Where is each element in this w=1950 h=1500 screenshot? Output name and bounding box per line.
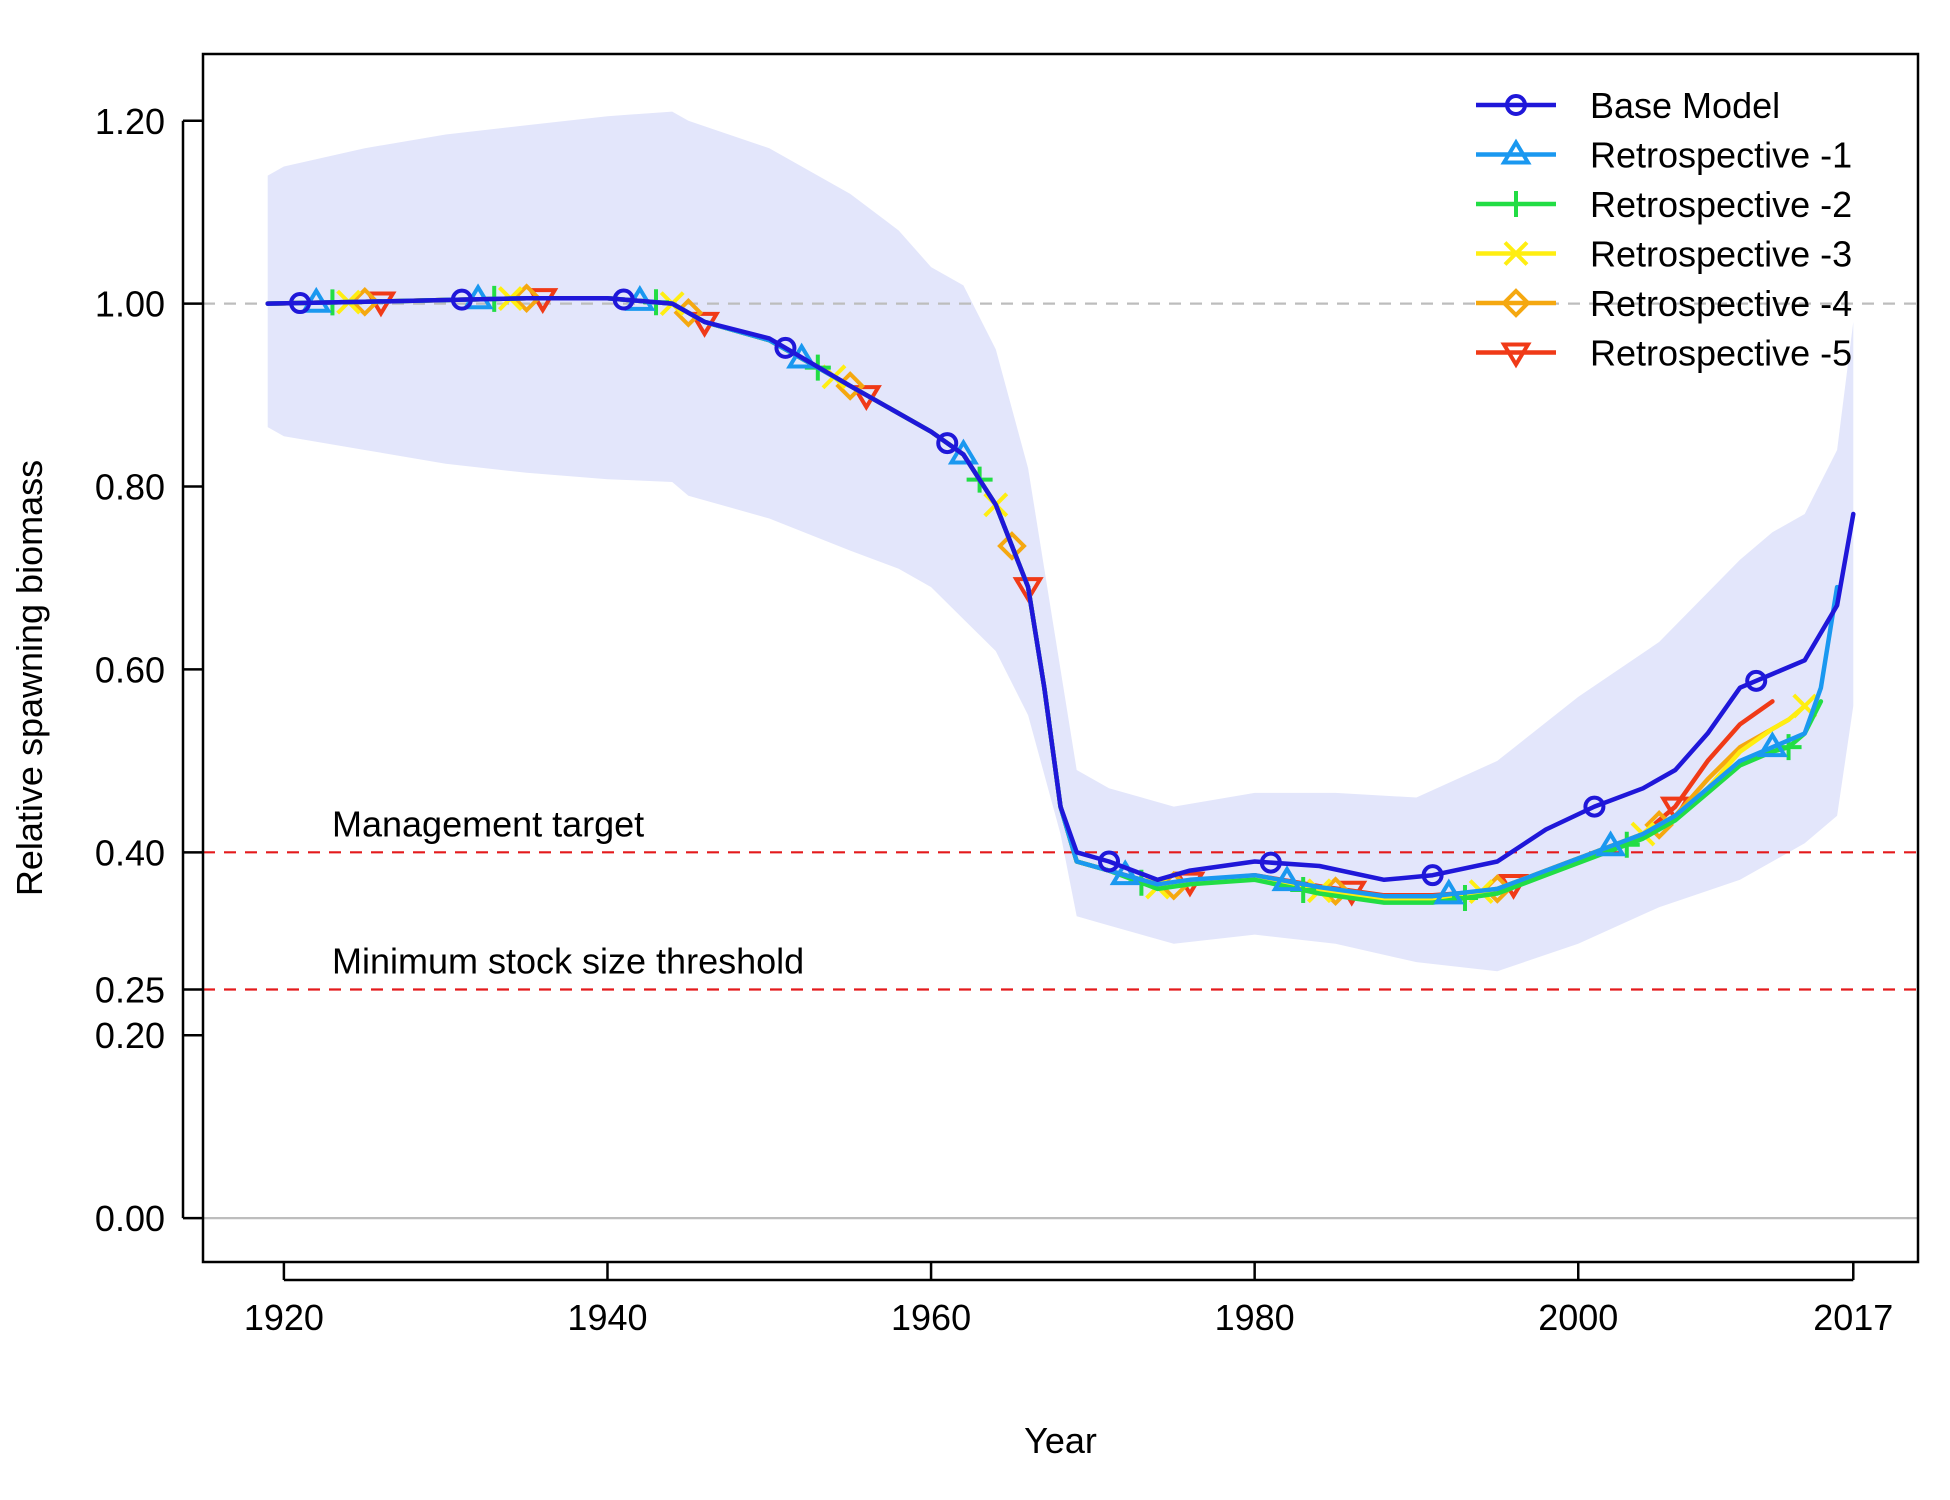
series-0-point-1 — [450, 288, 473, 311]
y-tick-label-0: 0.00 — [95, 1198, 165, 1239]
reference-lines: Management target Minimum stock size thre… — [203, 302, 1918, 1220]
series-0-point-2 — [612, 288, 635, 311]
legend-marker-1 — [1500, 138, 1532, 165]
series-layer — [265, 283, 1856, 912]
x-tick-label-4: 2000 — [1538, 1297, 1618, 1338]
legend-label-3: Retrospective -3 — [1590, 234, 1852, 275]
x-tick-label-2: 1960 — [891, 1297, 971, 1338]
legend-label-2: Retrospective -2 — [1590, 184, 1852, 225]
series-3-point-6 — [1306, 878, 1332, 904]
y-tick-label-1: 0.20 — [95, 1015, 165, 1056]
legend-label-1: Retrospective -1 — [1590, 135, 1852, 176]
legend-marker-0 — [1505, 94, 1527, 116]
x-tick-label-0: 1920 — [244, 1297, 324, 1338]
series-0-point-0 — [289, 292, 312, 315]
legend-item-0: Base Model — [1476, 85, 1780, 126]
legend-item-5: Retrospective -5 — [1476, 333, 1852, 374]
legend-marker-4 — [1501, 288, 1531, 318]
legend-item-3: Retrospective -3 — [1476, 234, 1852, 275]
reference-label-2: Minimum stock size threshold — [332, 940, 804, 981]
x-tick-label-3: 1980 — [1215, 1297, 1295, 1338]
reference-label-1: Management target — [332, 803, 644, 844]
series-0-point-5 — [1098, 850, 1121, 873]
series-1-point-8 — [1595, 830, 1627, 857]
series-0 — [265, 288, 1856, 887]
series-0-point-3 — [774, 336, 797, 359]
series-0-point-6 — [1259, 851, 1282, 874]
series-0-point-9 — [1745, 669, 1768, 692]
plot-frame — [201, 52, 1920, 1264]
series-4-point-0 — [349, 286, 380, 317]
legend: Base Model Retrospective -1 Retrospective … — [1476, 85, 1852, 374]
x-axis-title: Year — [1024, 1420, 1097, 1461]
confidence-band — [267, 111, 1854, 972]
y-axis: 0.00 0.20 0.25 0.40 0.60 0.80 1.00 1.20 — [95, 101, 203, 1239]
legend-label-4: Retrospective -4 — [1590, 283, 1852, 324]
y-tick-label-4: 0.60 — [95, 649, 165, 690]
series-0-point-7 — [1421, 864, 1444, 887]
legend-marker-5 — [1500, 342, 1532, 369]
series-4-point-1 — [511, 283, 542, 313]
series-1-point-3 — [786, 342, 818, 369]
legend-label-5: Retrospective -5 — [1590, 333, 1852, 374]
x-tick-label-5: 2017 — [1813, 1297, 1893, 1338]
plot-area: Management target Minimum stock size thre… — [203, 111, 1918, 1220]
series-0-point-8 — [1583, 795, 1606, 818]
x-axis: 1920 1940 1960 1980 2000 2017 — [244, 1262, 1893, 1338]
legend-item-1: Retrospective -1 — [1476, 135, 1852, 176]
y-tick-label-7: 1.20 — [95, 101, 165, 142]
legend-marker-2 — [1503, 191, 1529, 217]
legend-marker-3 — [1503, 241, 1529, 266]
series-1-point-7 — [1433, 878, 1465, 905]
y-axis-title: Relative spawning biomass — [9, 460, 50, 896]
y-tick-label-3: 0.40 — [95, 832, 165, 873]
series-line-0 — [265, 295, 1856, 883]
series-1-point-9 — [1756, 731, 1788, 758]
legend-label-0: Base Model — [1590, 85, 1780, 126]
y-tick-label-2: 0.25 — [95, 969, 165, 1010]
legend-item-2: Retrospective -2 — [1476, 184, 1852, 225]
x-tick-label-1: 1940 — [567, 1297, 647, 1338]
series-0-point-4 — [936, 432, 959, 455]
series-1-point-5 — [1109, 859, 1141, 886]
series-5-point-4 — [1012, 577, 1044, 604]
y-tick-label-6: 1.00 — [95, 284, 165, 325]
series-1-point-6 — [1271, 865, 1303, 892]
series-4-point-4 — [997, 531, 1027, 561]
legend-item-4: Retrospective -4 — [1476, 283, 1852, 324]
y-tick-label-5: 0.80 — [95, 467, 165, 508]
